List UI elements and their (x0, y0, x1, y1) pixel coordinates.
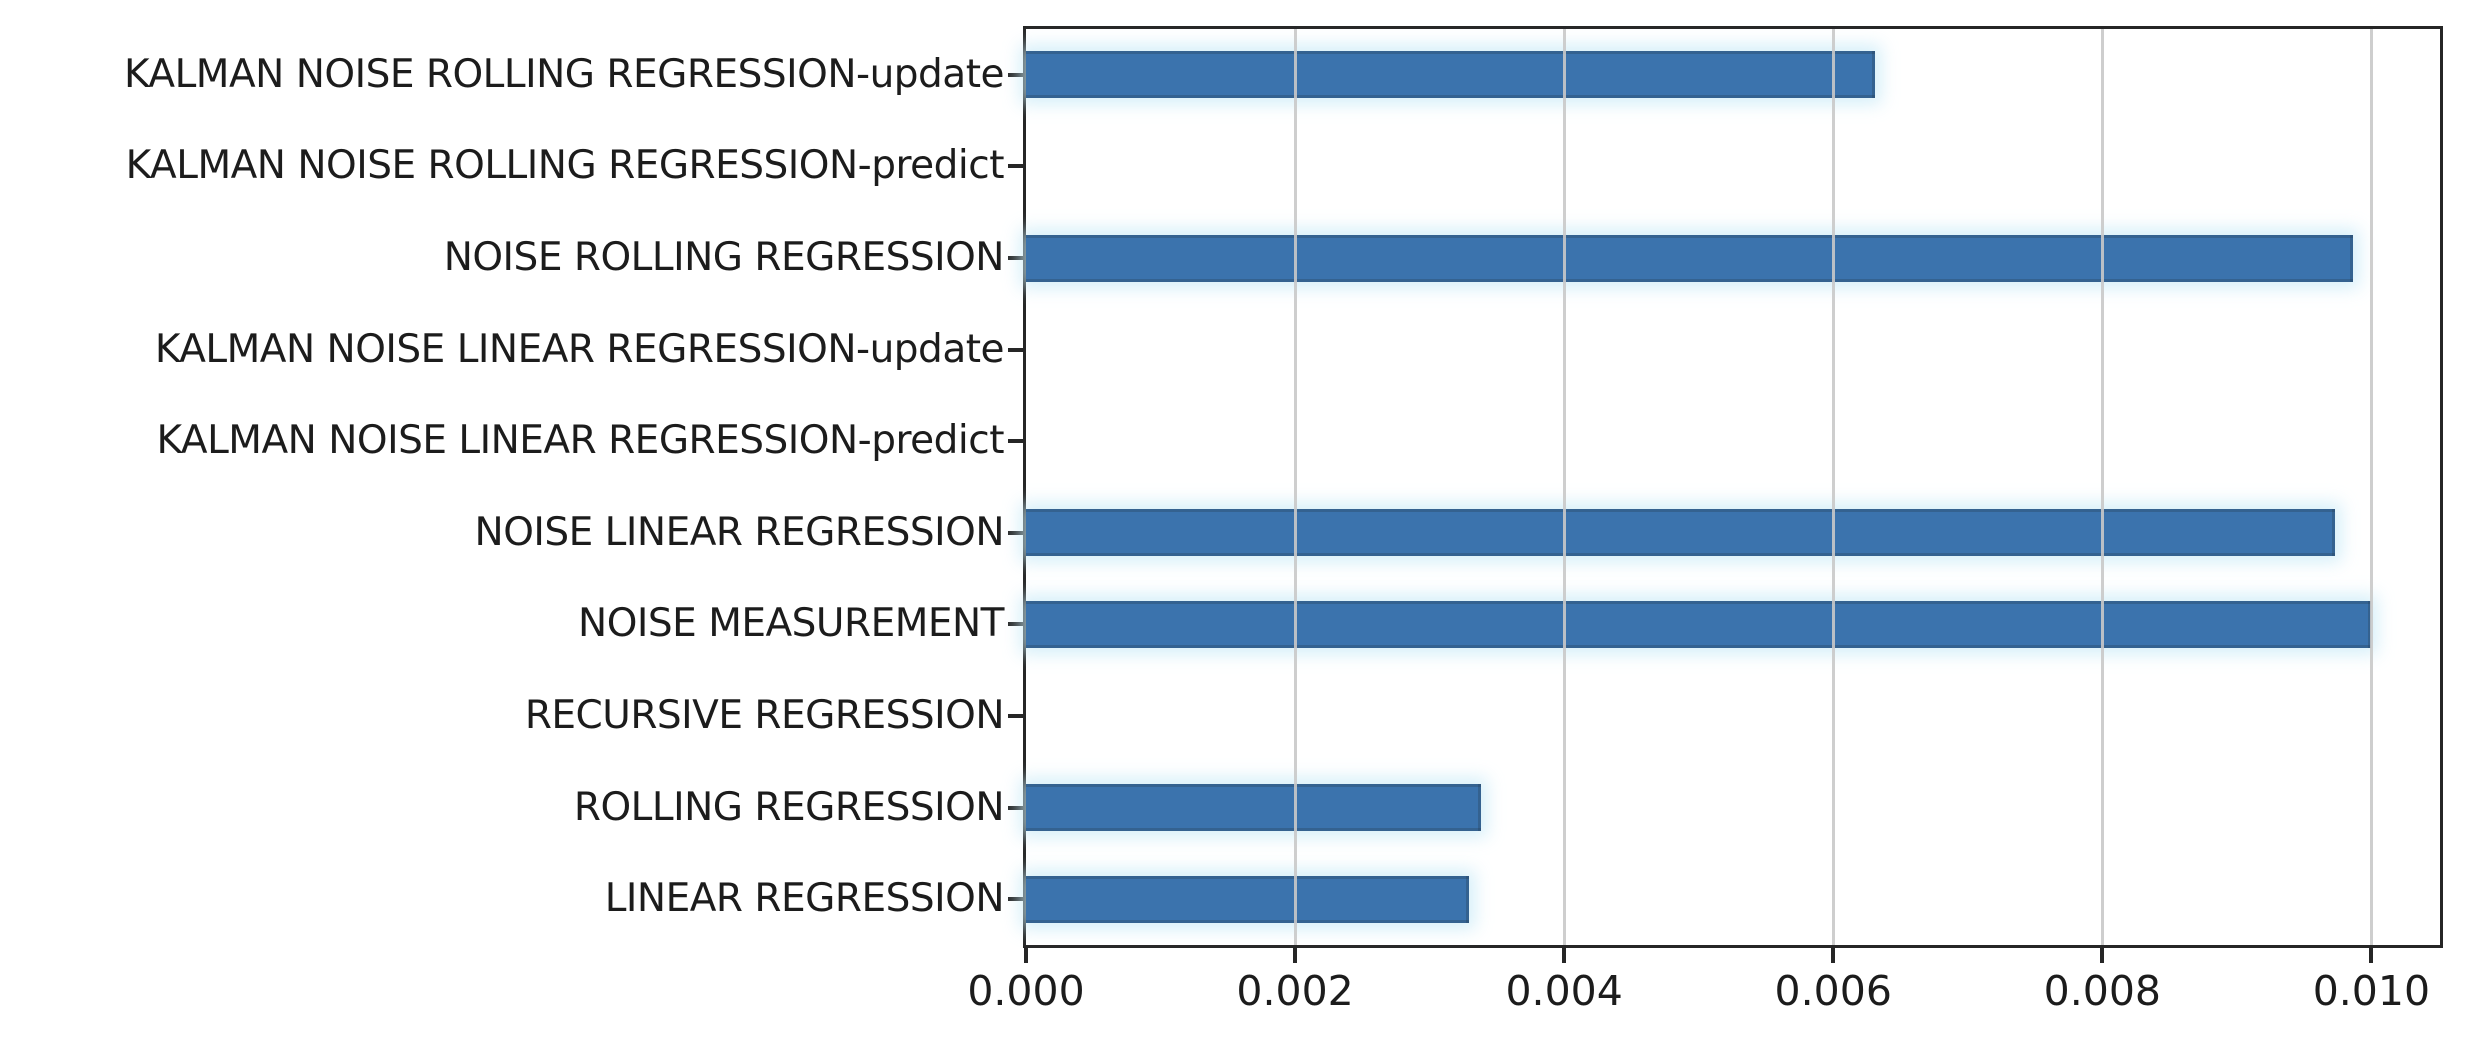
category-label: NOISE ROLLING REGRESSION (443, 235, 1005, 280)
y-tick (1008, 805, 1023, 810)
x-tick-label: 0.004 (1505, 967, 1623, 1015)
category-label: KALMAN NOISE ROLLING REGRESSION-predict (125, 143, 1005, 189)
category-label: LINEAR REGRESSION (604, 876, 1005, 922)
category-label: KALMAN NOISE LINEAR REGRESSION-update (154, 326, 1005, 372)
gridline (1293, 29, 1297, 945)
y-tick (1008, 256, 1023, 260)
gridline (2100, 29, 2104, 945)
bar (1026, 509, 2336, 557)
bar (1026, 784, 1481, 832)
bar (1026, 875, 1469, 923)
x-tick-label: 0.010 (2312, 967, 2431, 1015)
x-tick (2369, 948, 2374, 963)
x-tick-label: 0.008 (2043, 967, 2161, 1015)
y-tick (1008, 622, 1023, 627)
category-label: NOISE MEASUREMENT (578, 601, 1004, 647)
gridline (1831, 29, 1835, 945)
x-tick (1562, 948, 1567, 963)
x-tick-label: 0.006 (1774, 967, 1892, 1015)
category-label: NOISE LINEAR REGRESSION (474, 509, 1005, 555)
y-tick (1008, 164, 1023, 169)
y-tick (1008, 72, 1023, 77)
category-label: KALMAN NOISE LINEAR REGRESSION-predict (156, 418, 1005, 464)
gridline (1562, 29, 1566, 945)
y-tick (1008, 530, 1023, 535)
y-tick (1008, 897, 1023, 902)
x-tick (1831, 948, 1836, 963)
x-tick-label: 0.000 (967, 967, 1085, 1015)
x-tick (2100, 948, 2105, 963)
plot-area: KALMAN NOISE ROLLING REGRESSION-update KA… (124, 26, 2443, 1014)
x-tick (1293, 948, 1298, 963)
y-tick (1008, 347, 1023, 352)
x-tick-label: 0.002 (1236, 967, 1354, 1015)
bar (1026, 51, 1875, 99)
category-label: KALMAN NOISE ROLLING REGRESSION-update (124, 51, 1004, 97)
category-label: RECURSIVE REGRESSION (524, 693, 1005, 738)
bar (1026, 600, 2372, 648)
gridline (2369, 29, 2373, 945)
bar (1026, 234, 2353, 282)
category-label: ROLLING REGRESSION (573, 784, 1005, 830)
y-tick (1008, 714, 1023, 718)
x-tick (1024, 948, 1028, 963)
y-tick (1008, 439, 1023, 444)
